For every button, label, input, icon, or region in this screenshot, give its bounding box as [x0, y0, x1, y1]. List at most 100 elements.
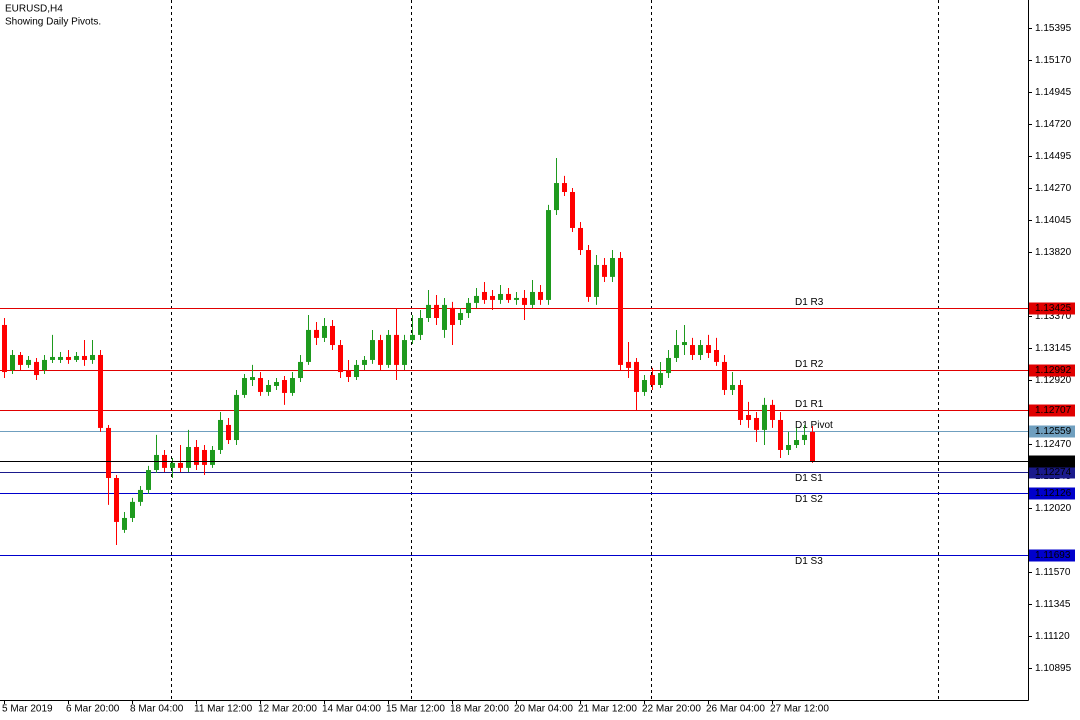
x-tick-label: 21 Mar 12:00	[578, 704, 637, 715]
y-tick-label: 1.15395	[1035, 23, 1072, 34]
candle-body	[730, 384, 735, 390]
candle-body	[418, 318, 423, 335]
candle-body	[18, 354, 23, 365]
candle-body	[770, 404, 775, 420]
candle-body	[490, 295, 495, 300]
y-tick-label: 1.11345	[1035, 599, 1071, 610]
candle-body	[666, 357, 671, 374]
pivot-label: D1 S3	[795, 556, 823, 567]
candle-body	[434, 304, 439, 319]
candle-body	[330, 325, 335, 346]
x-tick-label: 22 Mar 20:00	[642, 704, 701, 715]
candle-body	[610, 257, 615, 277]
candle-body	[66, 356, 71, 360]
x-tick-label: 5 Mar 2019	[2, 704, 53, 715]
candle-body	[306, 329, 311, 362]
y-tick-label: 1.14045	[1035, 215, 1072, 226]
y-tick-label: 1.14720	[1035, 119, 1072, 130]
candle-body	[130, 501, 135, 518]
candle-body	[754, 417, 759, 430]
chart-subtitle: Showing Daily Pivots.	[5, 17, 101, 28]
candle-body	[74, 355, 79, 360]
candle-body	[274, 381, 279, 386]
candle-body	[794, 440, 799, 446]
candle-body	[458, 313, 463, 320]
pivot-label: D1 R1	[795, 399, 824, 410]
candle-body	[266, 384, 271, 392]
candle-body	[698, 345, 703, 355]
candle-body	[618, 257, 623, 365]
candle-body	[634, 361, 639, 392]
candle-body	[178, 462, 183, 468]
period-separators	[171, 0, 939, 700]
x-tick-label: 12 Mar 20:00	[258, 704, 317, 715]
candle-body	[514, 297, 519, 300]
candle-body	[650, 375, 655, 385]
candle-body	[186, 446, 191, 468]
candle-body	[570, 191, 575, 228]
candle-body	[282, 380, 287, 393]
y-tick-label: 1.12920	[1035, 375, 1072, 386]
candle-body	[674, 345, 679, 358]
pivot-label: D1 Pivot	[795, 420, 833, 431]
candle-body	[378, 340, 383, 365]
candle-body	[802, 434, 807, 441]
candle-body	[810, 431, 815, 462]
candle-body	[298, 361, 303, 379]
candle-body	[114, 477, 119, 522]
candle-body	[250, 377, 255, 381]
candle-body	[290, 378, 295, 393]
candle-body	[746, 414, 751, 420]
price-label-box	[1029, 302, 1075, 315]
candle-body	[442, 304, 447, 330]
y-tick-label: 1.13370	[1035, 311, 1072, 322]
candle-body	[538, 291, 543, 300]
candle-body	[554, 183, 559, 211]
candle-body	[218, 419, 223, 450]
x-tick-label: 26 Mar 04:00	[706, 704, 765, 715]
y-tick-label: 1.14945	[1035, 87, 1072, 98]
candle-body	[42, 359, 47, 371]
candle-body	[170, 462, 175, 468]
candle-body	[346, 370, 351, 378]
candle-body	[530, 291, 535, 305]
price-label-box	[1029, 364, 1075, 377]
candle-body	[778, 419, 783, 450]
candle-body	[26, 359, 31, 365]
y-tick-label: 1.10895	[1035, 663, 1072, 674]
candle-body	[242, 378, 247, 395]
candle-body	[658, 373, 663, 385]
y-tick-label: 1.12020	[1035, 503, 1072, 514]
candle-body	[562, 183, 567, 192]
x-tick-label: 18 Mar 20:00	[450, 704, 509, 715]
chart-title: EURUSD,H4	[5, 4, 63, 15]
pivot-label: D1 R2	[795, 359, 824, 370]
price-label: 1.12707	[1035, 405, 1072, 416]
price-label-box	[1029, 455, 1075, 468]
candle-body	[714, 350, 719, 362]
candle-body	[602, 264, 607, 277]
candle-body	[738, 384, 743, 420]
candle-body	[762, 404, 767, 430]
candle-body	[370, 340, 375, 360]
price-label: 1.12350	[1035, 456, 1072, 467]
candle-body	[482, 291, 487, 300]
candle-body	[194, 446, 199, 465]
candle-body	[522, 297, 527, 305]
candle-body	[34, 361, 39, 376]
price-label-box	[1029, 425, 1075, 438]
price-label-box	[1029, 549, 1075, 562]
candle-body	[642, 380, 647, 392]
price-label-box	[1029, 466, 1075, 479]
candle-body	[314, 329, 319, 338]
candle-body	[234, 394, 239, 441]
candle-body	[586, 250, 591, 297]
candle-body	[202, 449, 207, 465]
candle-body	[474, 295, 479, 303]
candle-body	[258, 378, 263, 392]
x-tick-label: 27 Mar 12:00	[770, 704, 829, 715]
y-tick-label: 1.14270	[1035, 183, 1072, 194]
candle-body	[426, 304, 431, 319]
